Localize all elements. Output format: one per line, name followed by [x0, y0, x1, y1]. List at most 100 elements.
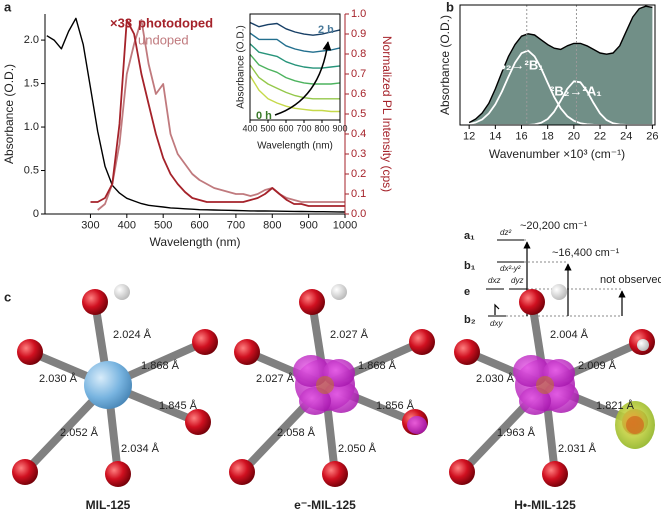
y2-tick-label: 0.5 [351, 108, 366, 120]
panel-label: a [4, 0, 12, 14]
x-tick-label: 18 [542, 131, 554, 143]
x-tick-label: 600 [190, 220, 208, 232]
x-tick-label: 400 [118, 220, 136, 232]
x-tick-label: 24 [620, 131, 632, 143]
time-arrow [274, 41, 332, 116]
oxygen [234, 339, 260, 365]
y2-tick-label: 0.3 [351, 148, 366, 160]
oxygen [542, 461, 568, 487]
orbital-label: dxz [488, 276, 500, 285]
plot-frame [249, 13, 341, 121]
plot-frame [459, 4, 656, 126]
bond-length: 1.845 Å [159, 399, 198, 412]
bond-length: 1.868 Å [358, 359, 397, 372]
series-line [249, 64, 340, 100]
orbital-label: dyz [511, 276, 523, 285]
y2-axis-title: Normalized PL Intensity (cps) [380, 36, 394, 192]
bond-length: 2.031 Å [558, 442, 597, 455]
x-tick-label: 900 [332, 124, 347, 134]
oxygen [12, 459, 38, 485]
area-fill [469, 6, 653, 126]
transition-label: ~20,200 cm⁻¹ [520, 220, 588, 232]
bond-length: 2.030 Å [476, 372, 515, 385]
y-axis-title: Absorbance (O.D.) [2, 64, 16, 164]
series-line [249, 75, 340, 113]
series-line [46, 17, 346, 213]
x-tick-label: 26 [646, 131, 658, 143]
annotation: ×33 [110, 15, 132, 30]
titanium-core [626, 416, 644, 434]
series-line [468, 5, 653, 124]
y2-tick-label: 0.8 [351, 48, 366, 60]
panel-label: c [4, 289, 11, 304]
bond-length: 2.050 Å [338, 442, 377, 455]
oxygen [299, 289, 325, 315]
y2-tick-label: 0.2 [351, 168, 366, 180]
oxygen [185, 409, 211, 435]
oxygen [449, 459, 475, 485]
oxygen [192, 329, 218, 355]
panel-label: b [446, 0, 454, 14]
hydrogen [114, 284, 130, 300]
x-tick-label: 500 [154, 220, 172, 232]
orbital-label: dxy [490, 319, 503, 328]
y2-tick-label: 0.6 [351, 88, 366, 100]
molecule: 2.004 Å 2.009 Å 2.030 Å 1.821 Å 1.963 Å 2.031… [449, 284, 655, 512]
oxygen [105, 461, 131, 487]
x-axis-title: Wavenumber ×10³ (cm⁻¹) [489, 147, 625, 161]
x-tick-label: 700 [227, 220, 245, 232]
x-tick-label: 16 [515, 131, 527, 143]
bond-length: 1.856 Å [376, 399, 415, 412]
bond-length: 2.052 Å [60, 426, 99, 439]
y2-tick-label: 1.0 [351, 8, 366, 20]
y-tick-label: 0.5 [24, 164, 39, 176]
oxygen [229, 459, 255, 485]
series-line [249, 43, 341, 69]
series-line [249, 21, 341, 36]
bond-length: 1.821 Å [596, 399, 635, 412]
oxygen [322, 461, 348, 487]
y-tick-label: 1.5 [24, 77, 39, 89]
annotation: 2 h [318, 24, 334, 36]
oxygen [82, 289, 108, 315]
y2-tick-label: 0.1 [351, 188, 366, 200]
y-tick-label: 2.0 [24, 34, 39, 46]
y2-tick-label: 0.9 [351, 28, 366, 40]
chart: 400 500 600 700 800 900 Wavelength (nm) Absorba… [236, 13, 348, 152]
molecule-name: H•-MIL-125 [514, 498, 576, 512]
chart: 12 14 16 18 20 22 24 26 Wavenumber ×10³ (cm⁻¹) Ab… [438, 4, 659, 161]
hydrogen [331, 284, 347, 300]
annotation: ²B₂→²A₁ [550, 83, 602, 98]
hydrogen [637, 339, 649, 351]
bond-length: 2.024 Å [113, 328, 152, 341]
x-tick-label: 900 [299, 220, 317, 232]
molecule-name: MIL-125 [86, 498, 131, 512]
charts: 300 400 500 600 700 800 900 100000.51.01.52.00.… [2, 4, 659, 249]
annotation: 0 h [256, 110, 272, 122]
y-axis-title: Absorbance (O.D.) [236, 25, 247, 108]
titanium-core [316, 376, 334, 394]
electron [494, 303, 500, 315]
y-axis-title: Absorbance (O.D.) [438, 15, 452, 115]
x-tick-label: 800 [263, 220, 281, 232]
annotation: ²B₂→²B₁ [492, 57, 544, 72]
series-line [90, 19, 345, 207]
level-label: e [464, 286, 470, 298]
x-tick-label: 500 [260, 124, 275, 134]
orbital-label: dx²-y² [500, 264, 521, 273]
oxygen [454, 339, 480, 365]
level-label: b₁ [464, 260, 476, 272]
level-label: b₂ [464, 314, 476, 326]
bond-length: 2.004 Å [550, 328, 589, 341]
y-tick-label: 1.0 [24, 121, 39, 133]
annotation: undoped [138, 32, 189, 47]
bond-length: 2.009 Å [578, 359, 617, 372]
x-tick-label: 14 [489, 131, 501, 143]
molecule: 2.027 Å 1.868 Å 2.027 Å 1.856 Å 2.058 Å 2.050… [229, 284, 435, 512]
oxygen [409, 329, 435, 355]
y2-tick-label: 0.0 [351, 208, 366, 220]
hydrogen [551, 284, 567, 300]
y2-tick-label: 0.4 [351, 128, 366, 140]
molecules: 2.024 Å 1.868 Å 2.030 Å 1.845 Å 2.052 Å 2.034… [12, 284, 655, 512]
